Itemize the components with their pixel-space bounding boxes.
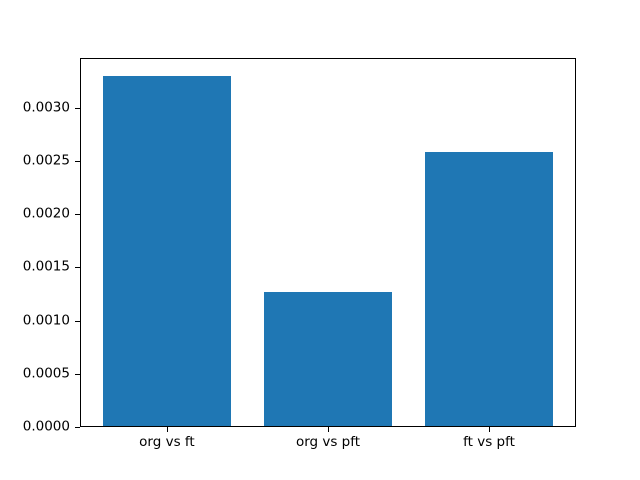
y-tick-label: 0.0020 [22, 205, 70, 222]
bar [424, 152, 554, 427]
x-tick-mark [489, 427, 491, 432]
y-tick-mark [75, 320, 80, 322]
y-tick-label: 0.0025 [22, 152, 70, 169]
y-tick-mark [75, 214, 80, 215]
x-tick-label: org vs pft [295, 434, 361, 450]
x-tick-mark [328, 427, 329, 432]
bar [263, 291, 393, 427]
y-tick-label: 0.0030 [22, 98, 70, 115]
y-tick-mark [75, 160, 80, 162]
y-tick-mark [75, 373, 80, 375]
y-tick-label: 0.0005 [22, 365, 70, 381]
x-tick-label: ft vs pft [463, 434, 515, 450]
y-tick-label: 0.0010 [22, 311, 70, 328]
bar [102, 75, 232, 427]
y-tick-label: 0.0000 [22, 418, 70, 435]
y-tick-mark [75, 267, 80, 269]
x-tick-label: org vs ft [139, 434, 195, 450]
y-tick-mark [75, 107, 80, 109]
plot-area: 0.0000 0.0005 0.0010 0.0015 0.0020 0.0025 0.00… [23, 58, 576, 449]
y-tick-mark [75, 427, 80, 428]
x-tick-mark [166, 427, 168, 432]
y-tick-label: 0.0015 [22, 258, 70, 275]
